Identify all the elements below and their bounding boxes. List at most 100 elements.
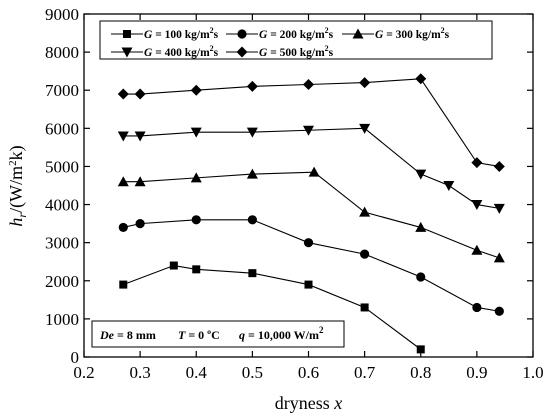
legend-marker (352, 28, 364, 39)
data-point (135, 219, 145, 229)
legend-label: G = 200 kg/m2s (259, 26, 334, 41)
legend-marker (123, 30, 131, 38)
legend-entry-4: G = 400 kg/m2s (111, 44, 219, 59)
legend-entry-3: G = 300 kg/m2s (342, 26, 450, 41)
data-point (493, 160, 505, 172)
legend-marker (237, 29, 247, 39)
legend-marker (236, 46, 248, 58)
y-tick-label: 3000 (45, 234, 79, 253)
data-point (304, 280, 313, 289)
data-point (308, 166, 320, 177)
axis-titles: dryness x hr/(W/m2k) (6, 145, 342, 413)
x-tick-label: 0.7 (354, 363, 376, 382)
data-point (359, 206, 371, 217)
data-point (246, 168, 258, 179)
y-tick-label: 0 (71, 348, 80, 367)
series-4 (117, 123, 505, 214)
data-point (359, 123, 371, 134)
plot-frame (83, 13, 534, 358)
y-tick-label: 5000 (45, 157, 79, 176)
data-point (359, 77, 371, 89)
x-axis-title: dryness x (275, 393, 343, 413)
data-point (190, 84, 202, 96)
y-tick-label: 1000 (45, 310, 79, 329)
series-line (123, 78, 500, 167)
series-2 (118, 215, 504, 316)
legend-entry-1: G = 100 kg/m2s (111, 26, 219, 41)
y-tick-label: 2000 (45, 272, 79, 291)
data-point (117, 131, 129, 142)
x-tick-label: 0.2 (73, 363, 94, 382)
legend-label: G = 400 kg/m2s (144, 44, 219, 59)
data-point (119, 280, 128, 289)
data-point (493, 203, 505, 214)
data-point (471, 200, 483, 211)
legend: G = 100 kg/m2s G = 200 kg/m2s G = 300 kg/m… (99, 20, 493, 60)
y-axis-title: hr/(W/m2k) (6, 145, 29, 226)
x-tick-label: 0.4 (186, 363, 208, 382)
data-point (247, 215, 257, 225)
data-point (248, 269, 257, 278)
data-point (169, 261, 178, 270)
data-point (471, 157, 483, 169)
data-point (360, 303, 369, 312)
annotation-q: q = 10,000 W/m2 (239, 325, 324, 342)
x-tick-label: 0.3 (130, 363, 151, 382)
data-point (134, 131, 146, 142)
data-point (472, 302, 482, 313)
series-group (117, 73, 505, 354)
data-point (117, 176, 129, 187)
y-tick-label: 7000 (45, 81, 79, 100)
series-line (123, 127, 500, 209)
data-point (246, 127, 258, 138)
series-3 (117, 166, 505, 263)
data-point (415, 169, 427, 180)
y-tick-label: 6000 (45, 119, 79, 138)
annotation: De = 8 mm T = 0 ºC q = 10,000 W/m2 (91, 320, 345, 348)
annotation-de: De = 8 mm (99, 328, 156, 342)
data-point (303, 125, 314, 136)
data-point (117, 88, 129, 100)
data-point (303, 238, 314, 248)
series-line (123, 219, 500, 312)
data-point (192, 265, 201, 274)
plot-frame-group (83, 13, 534, 358)
data-point (190, 172, 202, 183)
legend-label: G = 300 kg/m2s (375, 26, 450, 41)
y-tick-label: 9000 (45, 5, 79, 24)
data-point (493, 252, 505, 263)
series-1 (119, 261, 425, 354)
data-point (118, 222, 128, 233)
data-point (443, 181, 455, 191)
data-point (494, 306, 504, 316)
legend-entry-2: G = 200 kg/m2s (226, 26, 334, 41)
x-tick-label: 0.6 (298, 363, 319, 382)
data-point (191, 215, 201, 225)
legend-entry-5: G = 500 kg/m2s (226, 44, 334, 59)
data-point (416, 272, 426, 282)
series-5 (117, 73, 505, 172)
data-point (415, 221, 427, 232)
legend-label: G = 100 kg/m2s (144, 26, 219, 41)
x-tick-label: 0.5 (242, 363, 263, 382)
data-point (471, 244, 483, 255)
data-point (134, 88, 146, 100)
data-point (246, 80, 258, 92)
data-point (303, 79, 314, 91)
legend-box (99, 20, 493, 60)
legend-label: G = 500 kg/m2s (259, 44, 334, 59)
data-point (416, 345, 425, 354)
annotation-box (91, 320, 345, 348)
x-tick-label: 0.8 (410, 363, 431, 382)
y-tick-label: 4000 (45, 196, 79, 215)
x-tick-label: 0.9 (466, 363, 487, 382)
y-tick-label: 8000 (45, 43, 79, 62)
data-point (190, 127, 202, 138)
data-point (415, 73, 427, 85)
data-point (134, 176, 146, 187)
data-point (360, 249, 370, 259)
ticks-group: 0.2 0.3 0.4 0.5 0.6 0.7 0.8 0.9 1.0 0 1000 2000 3000… (45, 5, 544, 382)
x-tick-label: 1.0 (522, 363, 543, 382)
annotation-t: T = 0 ºC (178, 328, 220, 342)
